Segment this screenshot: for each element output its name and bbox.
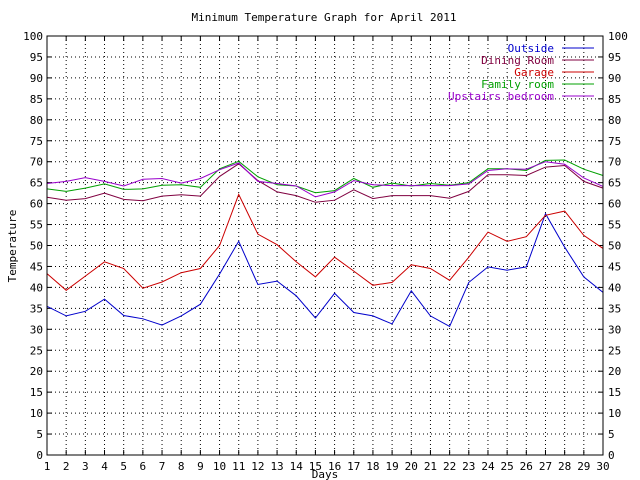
y-tick-label-right: 25 [608,344,621,357]
y-tick-label-left: 70 [30,156,43,169]
y-tick-label-left: 95 [30,51,43,64]
x-tick-label: 23 [462,460,475,473]
series-line-upstairs-bedroom [46,161,604,198]
x-tick-label: 14 [290,460,304,473]
legend-label-dining-room: Dining Room [481,54,554,67]
x-axis-label: Days [312,468,339,480]
y-tick-label-left: 10 [30,407,43,420]
y-tick-label-right: 30 [608,323,621,336]
y-tick-label-left: 0 [36,449,43,462]
y-tick-label-left: 5 [36,428,43,441]
y-tick-label-right: 5 [608,428,615,441]
y-tick-label-right: 15 [608,386,621,399]
x-tick-label: 9 [197,460,204,473]
grid [47,36,603,455]
y-tick-label-left: 85 [30,93,43,106]
x-tick-label: 16 [328,460,341,473]
x-tick-label: 11 [232,460,245,473]
y-tick-label-left: 75 [30,135,43,148]
y-tick-label-right: 40 [608,281,621,294]
y-tick-label-left: 90 [30,72,43,85]
y-tick-label-right: 65 [608,177,621,190]
y-tick-label-left: 50 [30,240,43,253]
y-tick-label-right: 100 [608,30,628,43]
legend-label-garage: Garage [514,66,554,79]
y-tick-label-right: 60 [608,198,621,211]
y-tick-label-right: 75 [608,135,621,148]
series-line-dining-room [46,163,604,203]
x-tick-label: 3 [82,460,89,473]
y-tick-label-left: 30 [30,323,43,336]
x-tick-label: 29 [577,460,590,473]
y-tick-label-right: 70 [608,156,621,169]
x-tick-label: 19 [385,460,398,473]
x-tick-label: 30 [596,460,609,473]
x-tick-label: 28 [558,460,571,473]
x-tick-label: 27 [539,460,552,473]
x-tick-label: 15 [309,460,322,473]
plot-area-frame [46,35,604,456]
y-tick-label-left: 80 [30,114,43,127]
x-tick-label: 6 [140,460,147,473]
x-tick-label: 24 [481,460,495,473]
y-tick-label-right: 50 [608,240,621,253]
y-tick-label-right: 55 [608,219,621,232]
chart-title: Minimum Temperature Graph for April 2011 [192,11,457,24]
y-tick-label-left: 25 [30,344,43,357]
y-tick-label-right: 80 [608,114,621,127]
x-tick-label: 1 [44,460,51,473]
y-tick-label-right: 95 [608,51,621,64]
y-tick-label-left: 45 [30,260,43,273]
y-tick-label-left: 15 [30,386,43,399]
y-tick-label-left: 100 [23,30,43,43]
x-tick-label: 13 [270,460,283,473]
x-tick-label: 26 [520,460,533,473]
series-lines [46,159,604,328]
y-tick-label-right: 10 [608,407,621,420]
series-line-garage [46,193,604,291]
y-tick-label-left: 35 [30,302,43,315]
x-tick-label: 20 [405,460,418,473]
x-tick-label: 4 [101,460,108,473]
x-tick-label: 12 [251,460,264,473]
legend-label-upstairs-bedroom: Upstairs bedroom [448,90,554,103]
y-tick-label-right: 20 [608,365,621,378]
legend-label-outside: Outside [508,42,554,55]
y-tick-label-left: 20 [30,365,43,378]
series-line-family-room [46,159,604,194]
x-tick-label: 2 [63,460,70,473]
x-tick-label: 17 [347,460,360,473]
x-tick-label: 22 [443,460,456,473]
y-tick-label-right: 90 [608,72,621,85]
x-tick-label: 8 [178,460,185,473]
x-tick-label: 18 [366,460,379,473]
x-tick-label: 10 [213,460,226,473]
y-tick-label-right: 35 [608,302,621,315]
y-tick-label-right: 85 [608,93,621,106]
legend-label-family-room: Family room [481,78,554,91]
y-tick-label-right: 0 [608,449,615,462]
y-tick-label-left: 55 [30,219,43,232]
x-tick-label: 5 [120,460,127,473]
x-tick-label: 7 [159,460,166,473]
y-tick-label-left: 60 [30,198,43,211]
y-tick-label-right: 45 [608,260,621,273]
y-tick-label-left: 40 [30,281,43,294]
y-tick-label-left: 65 [30,177,43,190]
x-tick-label: 21 [424,460,437,473]
series-line-outside [46,212,604,328]
y-axis-label: Temperature [6,210,19,283]
x-tick-label: 25 [501,460,514,473]
